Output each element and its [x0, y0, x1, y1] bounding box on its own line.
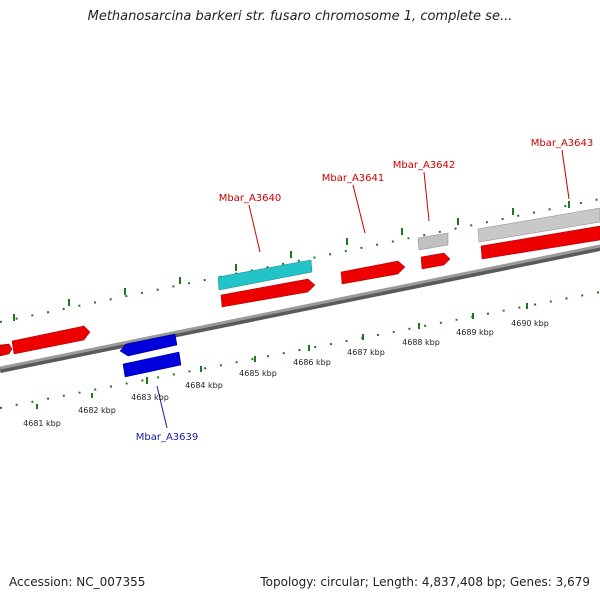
inner-ruler-ticks: [0, 291, 600, 409]
topology-summary-text: Topology: circular; Length: 4,837,408 bp…: [260, 575, 590, 589]
gene-label-mbar-a3639[interactable]: Mbar_A3639: [136, 432, 199, 443]
ruler-label-4683: 4683 kbp: [131, 393, 169, 402]
gene-label-mbar-a3642[interactable]: Mbar_A3642: [393, 160, 456, 171]
gene-label-mbar-a3643[interactable]: Mbar_A3643: [531, 138, 594, 149]
outer-ruler-major-ticks: [13, 201, 570, 321]
genome-backbone-shadow: [0, 245, 600, 373]
feature-cyan-a3640[interactable]: [217, 259, 313, 291]
ruler-label-4686: 4686 kbp: [293, 358, 331, 367]
genome-backbone: [0, 244, 600, 370]
ruler-label-4687: 4687 kbp: [347, 348, 385, 357]
ruler-label-4689: 4689 kbp: [456, 328, 494, 337]
gene-mbar-a3643[interactable]: [480, 225, 600, 260]
gene-mbar-a3639-lower[interactable]: [122, 351, 182, 378]
feature-gray-a3642[interactable]: [417, 232, 449, 251]
gene-red-4681[interactable]: [11, 325, 91, 355]
ruler-label-4685: 4685 kbp: [239, 369, 277, 378]
inner-ruler-major-ticks: [36, 303, 528, 409]
gene-red-left-edge[interactable]: [0, 343, 13, 357]
gene-label-mbar-a3640[interactable]: Mbar_A3640: [219, 193, 282, 204]
ruler-label-4688: 4688 kbp: [402, 338, 440, 347]
outer-ruler-ticks: [0, 198, 600, 323]
feature-gray-a3643[interactable]: [477, 207, 600, 243]
ruler-label-4681: 4681 kbp: [23, 419, 61, 428]
gene-mbar-a3642[interactable]: [420, 252, 451, 270]
ruler-label-4690: 4690 kbp: [511, 319, 549, 328]
gene-mbar-a3640[interactable]: [220, 278, 316, 308]
ruler-label-4684: 4684 kbp: [185, 381, 223, 390]
gene-label-mbar-a3641[interactable]: Mbar_A3641: [322, 173, 385, 184]
gene-mbar-a3639-upper[interactable]: [119, 333, 178, 357]
ruler-label-4682: 4682 kbp: [78, 406, 116, 415]
map-title: Methanosarcina barkeri str. fusaro chrom…: [87, 9, 513, 24]
gene-mbar-a3641[interactable]: [340, 260, 406, 285]
label-leader-lines: [156, 149, 570, 429]
accession-text: Accession: NC_007355: [9, 575, 146, 589]
